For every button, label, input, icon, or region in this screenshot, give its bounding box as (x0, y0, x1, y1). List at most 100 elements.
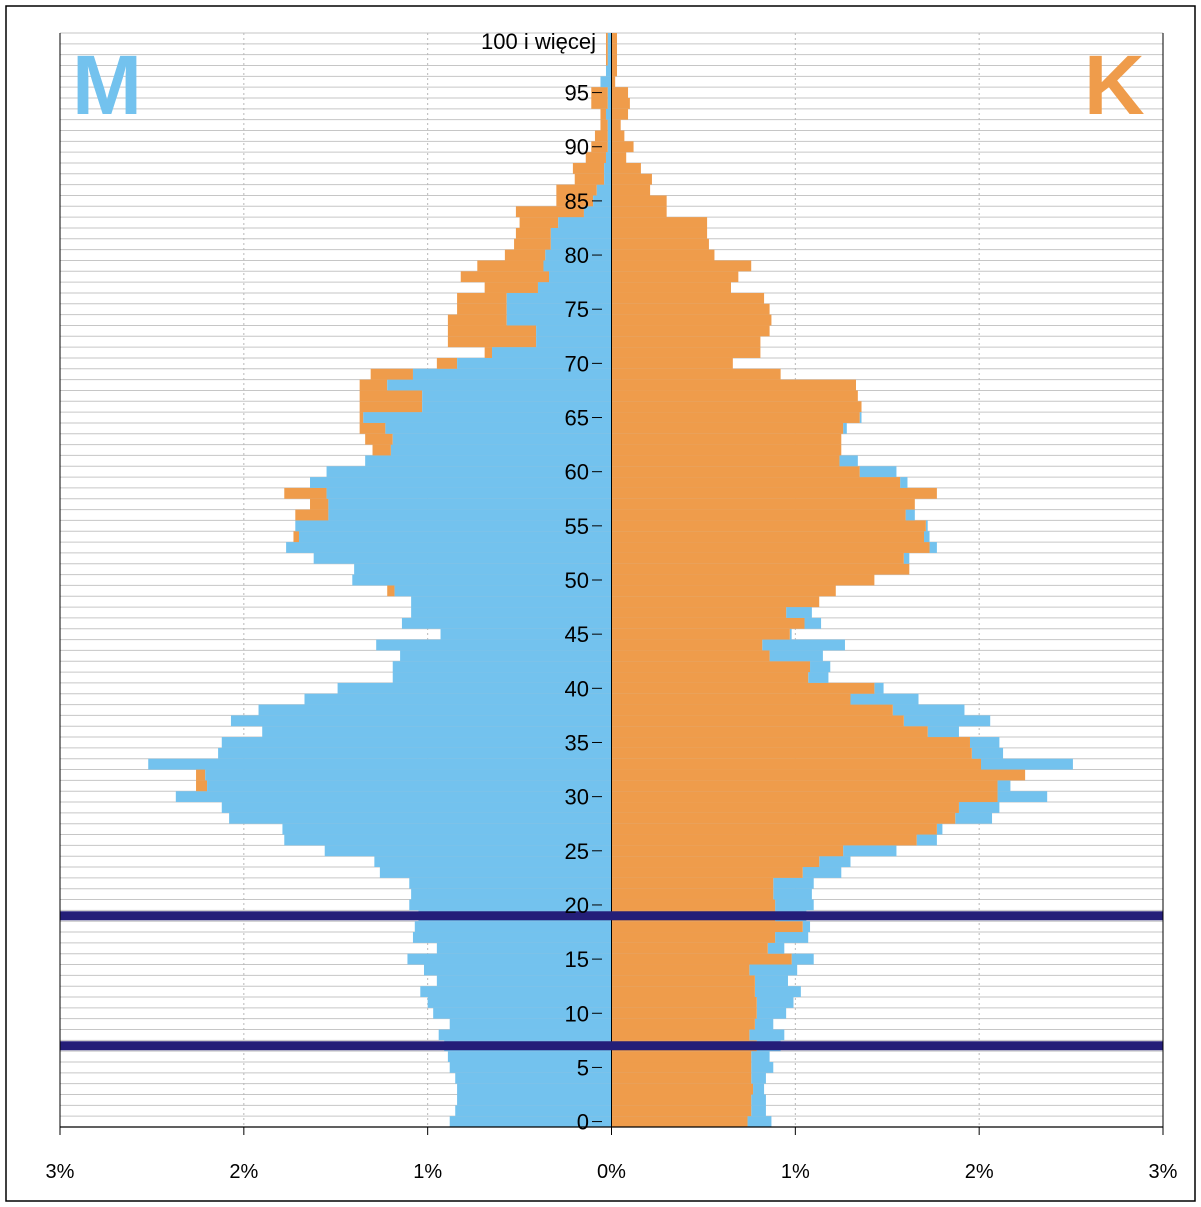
age-label: 10 (565, 1001, 589, 1026)
bar-male (422, 390, 612, 402)
bar-male-overlay (574, 173, 605, 185)
bar-female (611, 942, 768, 954)
bar-female-overlay (751, 1105, 766, 1117)
bar-male (492, 347, 612, 358)
bar-male-overlay (556, 195, 594, 207)
bar-female (611, 921, 803, 933)
bar-male (438, 1029, 612, 1041)
bar-male-overlay (600, 108, 606, 120)
bar-female-overlay (903, 715, 991, 727)
bar-female (611, 238, 709, 250)
bar-male (605, 152, 612, 163)
bar-male (607, 33, 612, 44)
bar-female-overlay (802, 921, 811, 933)
bar-female (611, 834, 917, 846)
bar-female-overlay (981, 758, 1073, 770)
bar-male (536, 325, 612, 337)
bar-male-overlay (372, 444, 391, 456)
bar-female (611, 964, 750, 976)
bar-male (365, 455, 612, 467)
bar-female (611, 769, 1026, 781)
bar-male-overlay (359, 412, 364, 423)
bar-male (148, 758, 612, 770)
bar-female (611, 520, 926, 532)
bar-male (230, 715, 612, 727)
bar-female (611, 650, 770, 662)
bar-female (611, 401, 862, 413)
bar-female (611, 953, 792, 965)
bar-female-overlay (804, 617, 822, 629)
bar-female-overlay (808, 672, 829, 683)
bar-male-overlay (370, 368, 413, 380)
bar-female-overlay (936, 823, 943, 835)
age-label: 80 (565, 243, 589, 268)
bar-male (545, 249, 612, 261)
bar-male (304, 693, 612, 705)
bar-female (611, 357, 733, 369)
bar-female-overlay (753, 1083, 765, 1095)
age-labels: 0 5 10 15 20 25 30 35 40 45 50 55 60 65 70 75 80 85 90 95 (565, 81, 602, 1135)
bar-male-overlay (447, 325, 537, 337)
bar-male (607, 130, 612, 142)
bar-male-overlay (196, 769, 206, 781)
bar-female (611, 867, 803, 878)
bar-female (611, 1007, 757, 1019)
bar-female-overlay (850, 693, 919, 705)
bar-female (611, 97, 630, 109)
bar-male-overlay (591, 97, 608, 109)
bar-female (611, 932, 776, 943)
bar-male (218, 747, 612, 759)
bar-male-overlay (460, 271, 549, 283)
x-tick-label: 2% (965, 1161, 994, 1183)
bar-male (324, 845, 612, 857)
bar-female-overlay (859, 412, 862, 423)
bar-female-overlay (754, 986, 801, 998)
bar-male (543, 260, 612, 272)
bar-male (422, 401, 612, 413)
bar-male (354, 563, 612, 575)
bar-male-overlay (359, 422, 386, 434)
highlight-band (60, 911, 1163, 921)
bar-male (387, 379, 612, 391)
x-tick-label: 2% (229, 1161, 258, 1183)
bar-female (611, 509, 906, 521)
bar-male (376, 639, 612, 651)
bar-male (400, 650, 612, 662)
age-label: 70 (565, 351, 589, 376)
bar-male (449, 1018, 612, 1030)
bar-female-overlay (900, 477, 908, 488)
bar-female (611, 1029, 750, 1041)
bar-female (611, 639, 763, 651)
bar-male-overlay (457, 292, 507, 304)
bar-female (611, 1083, 754, 1095)
bar-female-overlay (751, 1062, 774, 1073)
x-tick-label: 1% (781, 1161, 810, 1183)
bar-male (506, 292, 612, 304)
bar-male (440, 628, 612, 640)
bar-male (537, 282, 612, 293)
bar-female (611, 1105, 752, 1117)
bar-male (175, 791, 612, 803)
highlight-band (60, 1041, 1163, 1051)
bar-female (611, 119, 621, 131)
bar-female-overlay (802, 867, 842, 878)
highlight-bands (60, 911, 1163, 1051)
bar-female (611, 747, 972, 759)
bar-female (611, 368, 781, 380)
bar-male (593, 195, 612, 207)
bar-male-overlay (572, 162, 605, 174)
bar-male (379, 867, 612, 878)
bar-male (607, 141, 612, 153)
bar-female-overlay (775, 932, 809, 943)
bar-male (411, 596, 612, 608)
bar-male (392, 433, 612, 445)
bar-female-overlay (843, 845, 897, 857)
bar-female-overlay (839, 455, 858, 467)
bar-female-overlay (916, 834, 937, 846)
bar-female (611, 1062, 752, 1073)
bar-female-overlay (929, 542, 937, 553)
bar-female (611, 282, 731, 293)
bar-male-overlay (605, 54, 608, 66)
bar-male (262, 726, 612, 738)
